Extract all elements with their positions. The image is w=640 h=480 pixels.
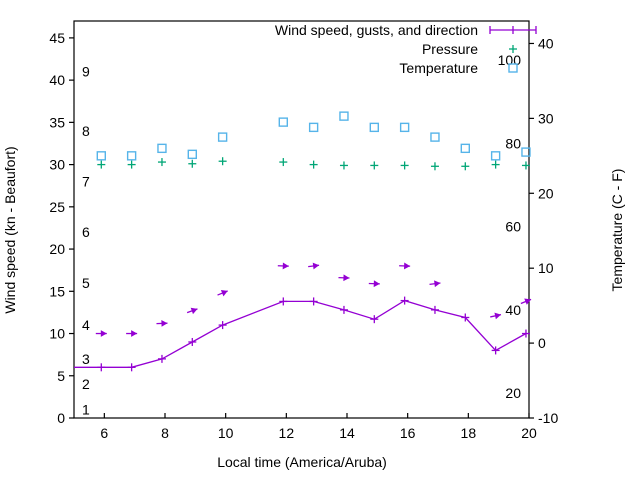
x-tick-label: 16 [400,425,416,441]
beaufort-label: 5 [82,275,90,291]
x-tick-label: 18 [461,425,477,441]
y2-tick-label: 20 [538,185,554,201]
y2-axis-ticks: -10 0 10 20 30 40 [529,35,558,426]
y-tick-label: 10 [49,326,65,342]
y-axis-title: Wind speed (kn - Beaufort) [2,146,18,313]
series-pressure [97,157,530,171]
chart-legend: Wind speed, gusts, and direction Pressure… [275,22,537,76]
y-axis-ticks: 0 5 10 15 20 25 30 35 40 45 [49,30,74,426]
y-tick-label: 25 [49,199,65,215]
x-tick-label: 8 [161,425,169,441]
fahrenheit-label: 40 [505,302,521,318]
x-axis-title: Local time (America/Aruba) [217,454,387,470]
plot-border [73,20,530,419]
series-wind-speed [74,296,530,372]
beaufort-label: 2 [82,376,90,392]
y2-tick-label: 10 [538,260,554,276]
beaufort-label: 1 [82,402,90,418]
beaufort-label: 8 [82,123,90,139]
y-tick-label: 5 [57,368,65,384]
fahrenheit-label: 80 [505,135,521,151]
y-tick-label: 40 [49,72,65,88]
fahrenheit-label: 60 [505,219,521,235]
legend-label: Temperature [399,60,478,76]
beaufort-label: 3 [82,351,90,367]
y2-tick-label: 30 [538,110,554,126]
y-tick-label: 0 [57,410,65,426]
beaufort-label: 9 [82,64,90,80]
beaufort-label: 4 [82,317,90,333]
x-tick-label: 14 [339,425,355,441]
series-temperature [96,111,531,161]
y-tick-label: 30 [49,157,65,173]
y-tick-label: 45 [49,30,65,46]
y2-tick-label: -10 [538,410,558,426]
legend-label: Pressure [422,41,478,57]
x-axis-ticks: 6 8 10 12 14 16 18 20 [100,413,537,441]
y2-tick-label: 40 [538,35,554,51]
y-axis-beaufort-labels: 1 2 3 4 5 6 7 8 9 [82,64,90,418]
y-tick-label: 35 [49,114,65,130]
series-wind-direction-arrows [95,262,532,337]
x-tick-label: 10 [218,425,234,441]
legend-label: Wind speed, gusts, and direction [275,22,478,38]
y-tick-label: 20 [49,241,65,257]
x-tick-label: 20 [521,425,537,441]
beaufort-label: 7 [82,173,90,189]
y2-axis-title: Temperature (C - F) [609,169,625,292]
x-tick-label: 6 [100,425,108,441]
x-tick-label: 12 [279,425,295,441]
fahrenheit-label: 20 [505,385,521,401]
y-tick-label: 15 [49,283,65,299]
y2-tick-label: 0 [538,335,546,351]
beaufort-label: 6 [82,224,90,240]
